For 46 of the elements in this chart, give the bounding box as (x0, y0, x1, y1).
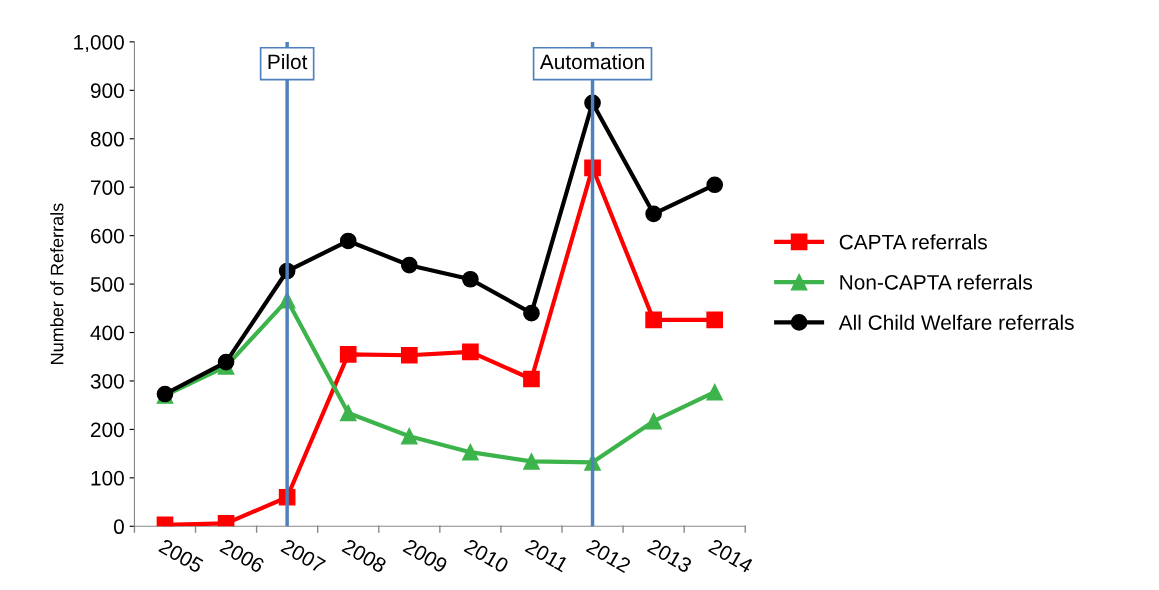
legend-label: Non-CAPTA referrals (840, 274, 1033, 290)
x-tick-label: 2005 (158, 538, 205, 574)
x-tick-label: 2011 (524, 538, 570, 573)
legend-label: CAPTA referrals (839, 234, 987, 250)
ref-line-label: Automation (539, 53, 644, 70)
point (462, 270, 479, 288)
point (706, 383, 724, 401)
point (462, 343, 479, 361)
point (400, 427, 418, 445)
point (706, 311, 724, 329)
x-tick-label: 2013 (646, 538, 693, 574)
point (645, 311, 662, 329)
point (645, 412, 662, 430)
legend-label: All Child Welfare referrals (838, 314, 1074, 330)
x-tick-label: 2012 (585, 538, 632, 574)
point (462, 443, 479, 461)
x-tick-label: 2007 (280, 538, 327, 574)
x-tick-label: 2010 (463, 538, 510, 574)
point (706, 176, 724, 194)
y-tick-label: 200 (91, 422, 124, 438)
y-tick-label: 100 (91, 470, 124, 486)
y-tick-label: 500 (90, 277, 124, 292)
y-tick-label: 400 (90, 325, 124, 341)
point (339, 232, 357, 250)
y-axis-title: Number of Referrals (50, 203, 64, 364)
x-tick-label: 2014 (707, 538, 755, 574)
x-tick-label: 2008 (341, 538, 388, 574)
point (523, 304, 540, 322)
y-tick-label: 800 (90, 131, 124, 147)
point (645, 205, 662, 223)
y-tick-label: 600 (91, 228, 124, 244)
point (400, 346, 418, 364)
x-tick-label: 2009 (402, 538, 449, 574)
point (523, 370, 540, 388)
ref-line-label: Pilot (268, 53, 308, 70)
point (217, 353, 235, 371)
point (339, 345, 357, 363)
y-tick-label: 0 (113, 519, 124, 535)
y-tick-label: 300 (90, 373, 124, 389)
point (523, 453, 540, 470)
point (339, 404, 357, 422)
point (400, 256, 418, 274)
y-tick-label: 900 (90, 83, 124, 99)
y-tick-label: 1,000 (74, 34, 124, 53)
y-tick-label: 700 (91, 180, 124, 195)
x-tick-label: 2006 (219, 538, 266, 574)
